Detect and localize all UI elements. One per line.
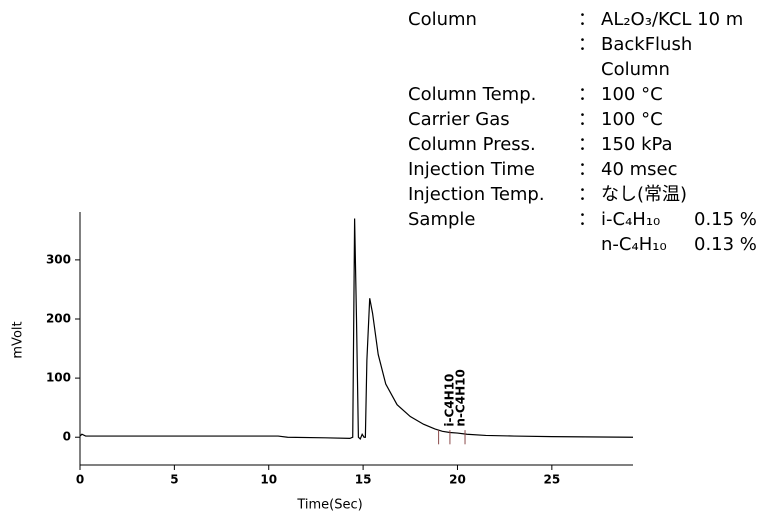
condition-label: Carrier Gas	[408, 109, 510, 130]
separator: ：	[578, 84, 596, 105]
condition-label: Column	[408, 9, 477, 30]
separator: ：	[578, 134, 596, 155]
y-axis-label: mVolt	[11, 321, 26, 358]
sample-amount: 0.13 %	[694, 234, 757, 255]
condition-value: BackFlush	[601, 34, 692, 55]
condition-value: なし(常温)	[601, 184, 687, 205]
peak-label: n-C4H10	[454, 369, 468, 426]
condition-value: 150 kPa	[601, 134, 673, 155]
separator: ：	[578, 109, 596, 130]
condition-value: AL₂O₃/KCL 10 m	[601, 9, 743, 30]
x-tick-label: 15	[355, 473, 372, 487]
y-tick-label: 200	[46, 311, 71, 325]
separator: ：	[578, 9, 596, 30]
separator: ：	[578, 34, 596, 55]
condition-value: n-C₄H₁₀	[601, 234, 667, 255]
condition-value: 100 °C	[601, 109, 663, 130]
x-tick-label: 5	[170, 473, 178, 487]
condition-label: Injection Temp.	[408, 184, 545, 205]
condition-value: Column	[601, 59, 670, 80]
x-tick-label: 10	[260, 473, 277, 487]
y-tick-label: 300	[46, 252, 71, 266]
peak-label: i-C4H10	[442, 374, 456, 427]
trace	[79, 218, 634, 441]
condition-value: 40 msec	[601, 159, 678, 180]
condition-value: i-C₄H₁₀	[601, 209, 660, 230]
x-tick-label: 0	[76, 473, 84, 487]
separator: ：	[578, 209, 596, 230]
y-tick-label: 0	[63, 430, 71, 444]
condition-label: Column Temp.	[408, 84, 536, 105]
x-tick-label: 25	[543, 473, 560, 487]
x-axis-label: Time(Sec)	[296, 498, 362, 513]
x-tick-label: 20	[449, 473, 466, 487]
separator: ：	[578, 184, 596, 205]
condition-label: Injection Time	[408, 159, 535, 180]
condition-label: Sample	[408, 209, 476, 230]
condition-value: 100 °C	[601, 84, 663, 105]
y-tick-label: 100	[46, 371, 71, 385]
separator: ：	[578, 159, 596, 180]
condition-label: Column Press.	[408, 134, 536, 155]
sample-amount: 0.15 %	[694, 209, 757, 230]
